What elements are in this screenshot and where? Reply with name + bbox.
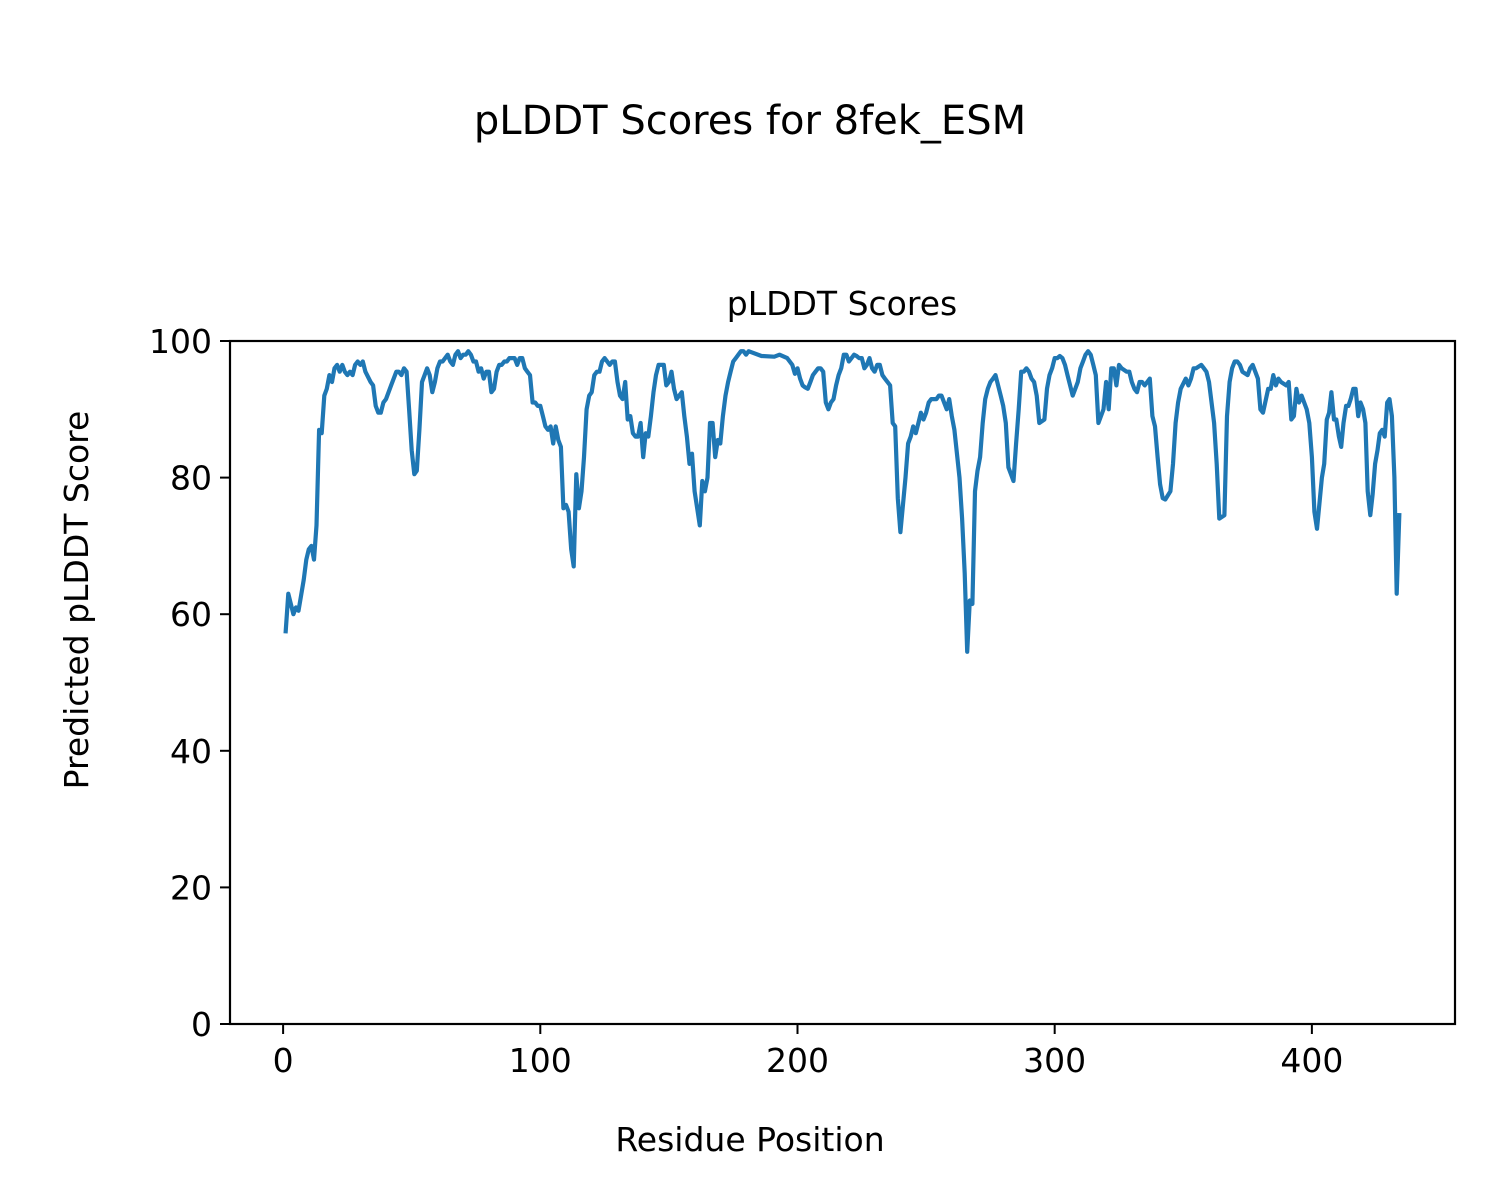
y-tick-label: 100 xyxy=(149,322,212,361)
plot-area xyxy=(283,349,1402,654)
y-tick-label: 40 xyxy=(170,732,212,771)
y-axis-label: Predicted pLDDT Score xyxy=(57,411,96,790)
x-tick-label: 200 xyxy=(766,1041,829,1080)
y-tick-label: 20 xyxy=(170,868,212,907)
axes-title: pLDDT Scores xyxy=(727,284,957,323)
y-tick-label: 60 xyxy=(170,595,212,634)
figure-suptitle: pLDDT Scores for 8fek_ESM xyxy=(474,98,1026,144)
y-tick-label: 0 xyxy=(191,1005,212,1044)
ticks: 0 100 200 300 400 0 20 40 60 80 100 xyxy=(149,322,1343,1080)
x-tick-label: 100 xyxy=(509,1041,572,1080)
x-tick-label: 0 xyxy=(273,1041,294,1080)
series-line-plddt xyxy=(283,349,1402,654)
x-axis-label: Residue Position xyxy=(615,1120,884,1159)
x-tick-label: 300 xyxy=(1023,1041,1086,1080)
axes-frame xyxy=(228,339,1457,1026)
y-tick-label: 80 xyxy=(170,459,212,498)
x-tick-label: 400 xyxy=(1280,1041,1343,1080)
